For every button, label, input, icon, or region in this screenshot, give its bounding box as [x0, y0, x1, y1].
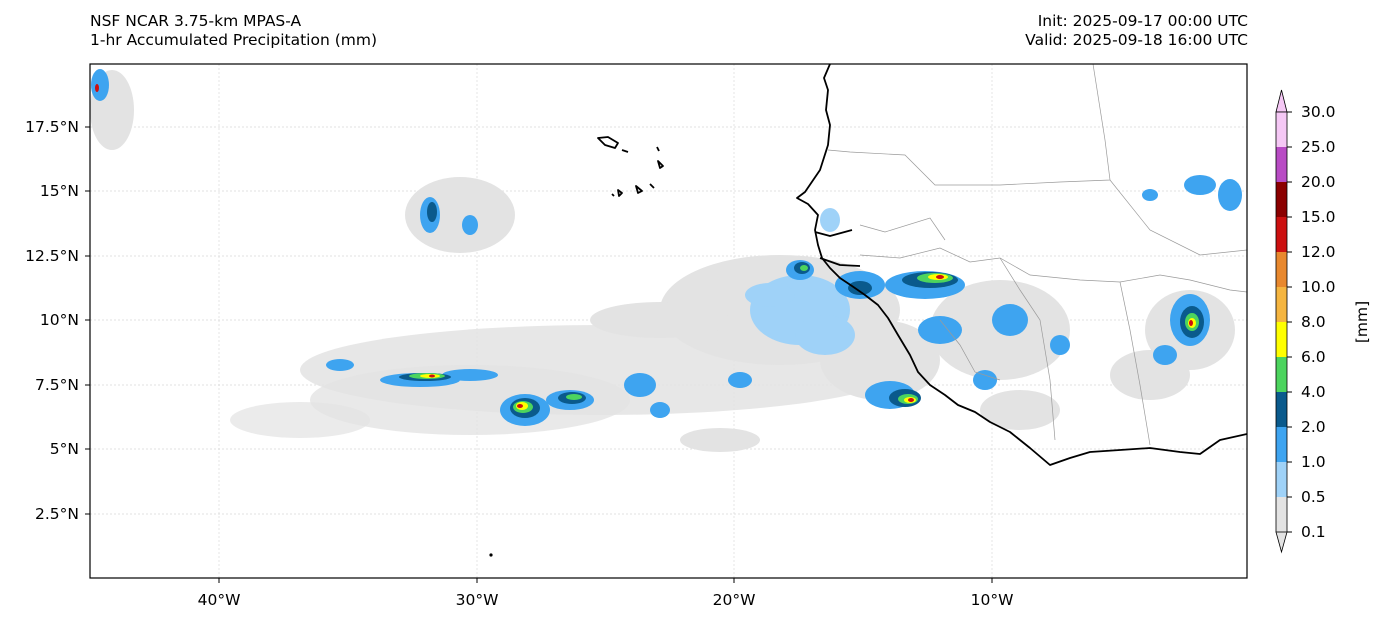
title-line-model: NSF NCAR 3.75-km MPAS-A: [90, 12, 302, 30]
colorbar-tick-label: 8.0: [1301, 313, 1326, 331]
valid-time: Valid: 2025-09-18 16:00 UTC: [1025, 31, 1248, 49]
title-line-field: 1-hr Accumulated Precipitation (mm): [90, 31, 377, 49]
gridlines: [90, 64, 1247, 578]
colorbar-tick-label: 1.0: [1301, 453, 1326, 471]
time-info: Init: 2025-09-17 00:00 UTC Valid: 2025-0…: [1025, 12, 1248, 50]
colorbar-tick-label: 20.0: [1301, 173, 1336, 191]
lat-tick-label: 5°N: [50, 440, 79, 458]
colorbar-segment: [1276, 392, 1287, 428]
colorbar: 30.0 25.0 20.0 15.0 12.0 10.0 8.0 6.0 4.0 2.0 1.0 0…: [1275, 89, 1336, 554]
colorbar-extend-min: [1275, 531, 1288, 554]
colorbar-label: [mm]: [1353, 301, 1371, 343]
colorbar-segment: [1276, 322, 1287, 358]
map-title: NSF NCAR 3.75-km MPAS-A 1-hr Accumulated…: [90, 12, 377, 50]
colorbar-tick-label: 15.0: [1301, 208, 1336, 226]
lat-tick-label: 10°N: [40, 311, 79, 329]
colorbar-tick-label: 2.0: [1301, 418, 1326, 436]
lat-tick-label: 17.5°N: [25, 118, 79, 136]
colorbar-tick-label: 0.5: [1301, 488, 1326, 506]
colorbar-segment: [1276, 147, 1287, 183]
colorbar-extend-max: [1275, 89, 1288, 113]
colorbar-segment: [1276, 427, 1287, 463]
lon-axis: [218, 578, 993, 583]
colorbar-tick-label: 12.0: [1301, 243, 1336, 261]
map-panel: [90, 64, 1247, 578]
lat-tick-label: 15°N: [40, 182, 79, 200]
init-time: Init: 2025-09-17 00:00 UTC: [1037, 12, 1248, 30]
lat-tick-label: 2.5°N: [35, 505, 79, 523]
lon-tick-label: 10°W: [971, 591, 1014, 609]
lon-tick-label: 40°W: [198, 591, 241, 609]
coastline: [597, 64, 1247, 466]
colorbar-tick-label: 10.0: [1301, 278, 1336, 296]
colorbar-segment: [1276, 182, 1287, 218]
lat-tick-label: 12.5°N: [25, 247, 79, 265]
colorbar-segment: [1276, 217, 1287, 253]
lat-tick-label: 7.5°N: [35, 376, 79, 394]
colorbar-segment: [1276, 287, 1287, 323]
lon-tick-label: 20°W: [713, 591, 756, 609]
colorbar-tick-label: 30.0: [1301, 103, 1336, 121]
convective-cells: [91, 69, 1242, 426]
colorbar-segment: [1276, 497, 1287, 533]
moderate-precip-field: [745, 208, 855, 355]
map-frame: [89, 63, 1248, 579]
country-borders: [827, 64, 1247, 446]
colorbar-tick-label: 0.1: [1301, 523, 1326, 541]
lon-tick-label: 30°W: [456, 591, 499, 609]
lat-axis: [85, 126, 90, 515]
colorbar-segment: [1276, 252, 1287, 288]
colorbar-tick-label: 25.0: [1301, 138, 1336, 156]
colorbar-tick-label: 6.0: [1301, 348, 1326, 366]
colorbar-segment: [1276, 112, 1287, 148]
colorbar-segment: [1276, 357, 1287, 393]
colorbar-segment: [1276, 462, 1287, 498]
colorbar-tick-label: 4.0: [1301, 383, 1326, 401]
